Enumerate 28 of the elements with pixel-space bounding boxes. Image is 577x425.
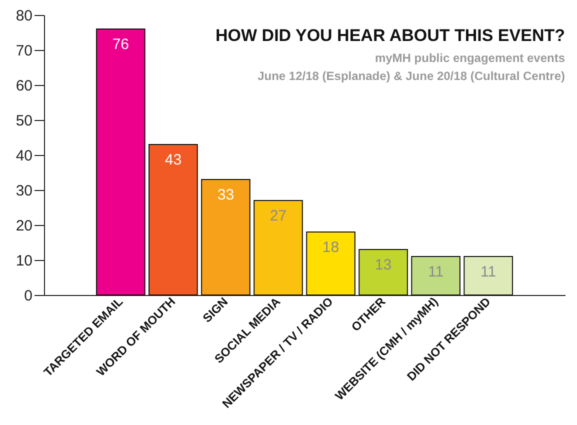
data-label: 11	[480, 264, 496, 280]
y-tick-label: 60	[16, 78, 32, 94]
bar	[148, 144, 198, 296]
y-tick-label: 40	[16, 148, 32, 164]
data-label: 76	[112, 36, 130, 53]
bar	[96, 28, 146, 296]
y-tick-label: 80	[16, 8, 32, 24]
y-tick-label: 0	[24, 288, 32, 304]
bar	[201, 179, 250, 296]
bar	[464, 256, 513, 296]
data-label: 13	[374, 256, 392, 274]
y-tick-label: 50	[16, 112, 32, 130]
data-label: 43	[164, 152, 182, 168]
data-label: 11	[428, 264, 444, 280]
data-label: 18	[322, 239, 340, 256]
data-label: 33	[217, 186, 234, 204]
data-label: 27	[270, 208, 287, 224]
annotation: June 12/18 (Esplanade) & June 20/18 (Cultural Centre)	[258, 69, 565, 83]
y-tick-label: 30	[16, 182, 32, 200]
bar	[306, 232, 356, 296]
y-tick-label: 20	[16, 218, 32, 234]
bar	[411, 256, 460, 296]
text: HOW DID YOU HEAR ABOUT THIS EVENT?	[216, 26, 565, 45]
y-tick-label: 70	[16, 42, 32, 60]
y-tick-label: 10	[16, 252, 32, 270]
text: myMH public engagement events	[374, 51, 566, 65]
bar	[358, 249, 408, 296]
bar	[254, 200, 303, 296]
